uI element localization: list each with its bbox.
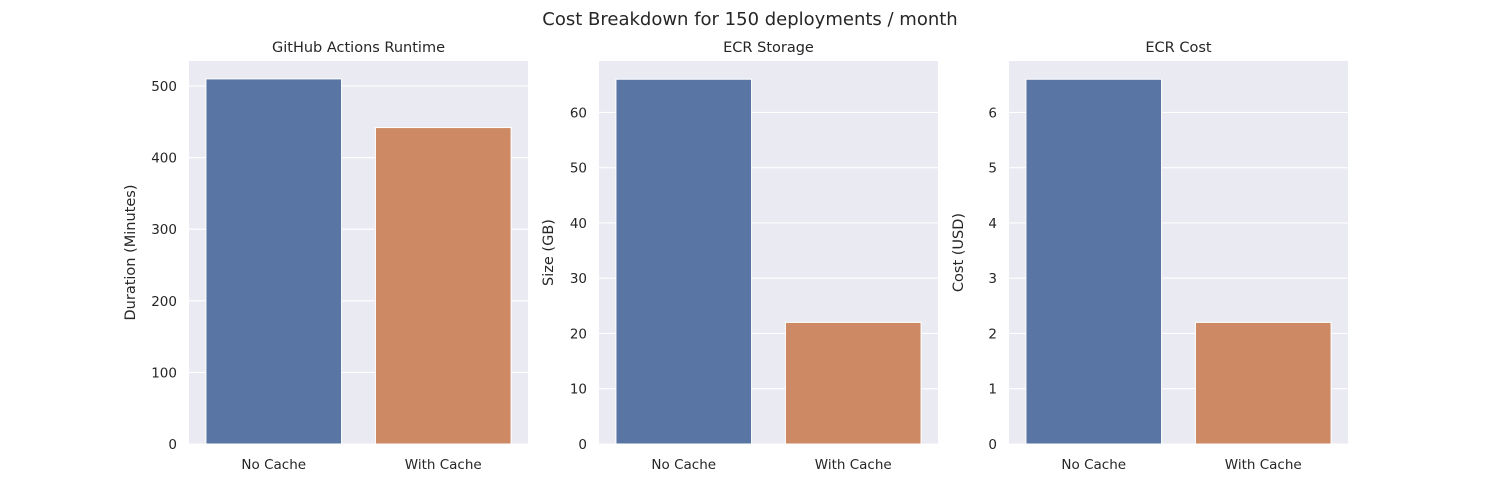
bar-no-cache (615, 78, 753, 445)
y-tick-label: 2 (988, 326, 997, 342)
y-tick-label: 100 (151, 365, 177, 381)
y-tick-label: 0 (988, 437, 997, 453)
x-tick-label: No Cache (651, 457, 716, 473)
y-tick-label: 40 (570, 216, 587, 232)
chart-panel-2: No Cache With Cache 0 10 20 30 40 50 60 ECR Stora… (541, 40, 938, 473)
y-tick-label: 6 (988, 105, 997, 121)
y-axis-label: Duration (Minutes) (123, 185, 139, 321)
chart-panel-1: No Cache With Cache 0 100 200 300 400 500 GitHub… (123, 40, 528, 473)
bar-with-cache (374, 127, 512, 445)
bar-no-cache (1025, 78, 1163, 445)
x-tick-label: No Cache (1061, 457, 1126, 473)
figure-title: Cost Breakdown for 150 deployments / mon… (542, 9, 957, 30)
y-tick-label: 50 (570, 161, 587, 177)
x-tick-label: No Cache (241, 457, 306, 473)
x-tick-label: With Cache (1225, 457, 1302, 473)
chart-title: ECR Cost (1145, 40, 1212, 56)
y-axis-label: Cost (USD) (951, 213, 967, 292)
chart-title: ECR Storage (723, 40, 814, 56)
chart-panels: No Cache With Cache0100200300400500GitHub… (123, 40, 1348, 473)
y-tick-label: 500 (151, 79, 177, 95)
y-tick-label: 1 (988, 382, 997, 398)
chart-title: GitHub Actions Runtime (272, 40, 445, 56)
chart-panel-3: No Cache With Cache 0 1 2 3 4 5 6 ECR Cost Cost (U… (951, 40, 1348, 473)
y-axis-label: Size (GB) (541, 219, 557, 286)
x-tick-label: With Cache (405, 457, 482, 473)
bar-with-cache (1194, 321, 1332, 445)
y-tick-label: 30 (570, 271, 587, 287)
bar-with-cache (784, 321, 922, 445)
y-tick-label: 400 (151, 151, 177, 167)
y-tick-label: 0 (168, 437, 177, 453)
y-tick-label: 200 (151, 294, 177, 310)
bar-no-cache (205, 78, 343, 445)
y-tick-label: 0 (578, 437, 587, 453)
y-tick-label: 60 (570, 105, 587, 121)
y-tick-label: 10 (570, 382, 587, 398)
y-tick-label: 4 (988, 216, 997, 232)
y-tick-label: 300 (151, 222, 177, 238)
y-tick-label: 3 (988, 271, 997, 287)
y-tick-label: 20 (570, 326, 587, 342)
y-tick-label: 5 (988, 161, 997, 177)
x-tick-label: With Cache (815, 457, 892, 473)
